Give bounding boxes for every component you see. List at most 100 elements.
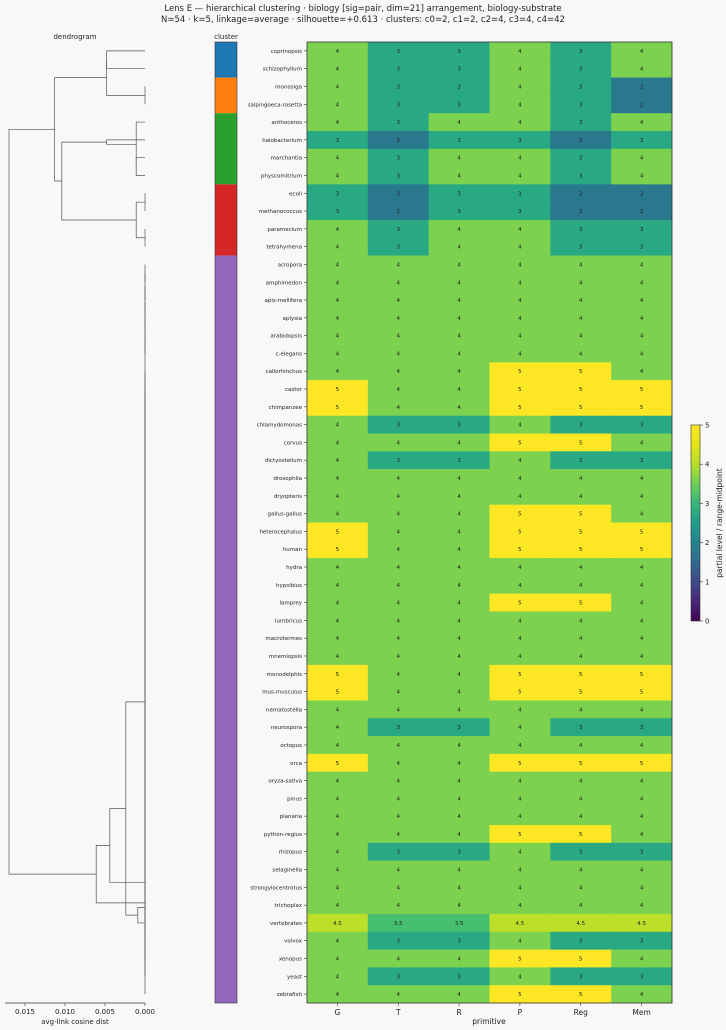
heatmap-cell <box>367 771 429 790</box>
heatmap-cell <box>367 77 429 96</box>
heatmap-cell <box>367 540 429 559</box>
cell-value-label: 4 <box>457 743 461 749</box>
cell-value-label: 5 <box>579 992 583 998</box>
row-label: mus-musculus <box>262 690 302 696</box>
row-label: hydra <box>286 565 302 571</box>
heatmap-cell <box>611 166 673 185</box>
heatmap-cell <box>611 931 673 950</box>
cell-value-label: 4 <box>457 601 461 607</box>
heatmap-cell <box>307 736 369 755</box>
cell-value-label: 5 <box>640 387 644 393</box>
cell-value-label: 3 <box>640 939 644 945</box>
heatmap-cell <box>307 415 369 434</box>
heatmap-cell <box>611 202 673 221</box>
heatmap-cell <box>611 967 673 986</box>
cell-value-label: 3 <box>336 138 340 144</box>
heatmap-cell <box>307 59 369 78</box>
cell-value-label: 4 <box>336 369 340 375</box>
heatmap-cell <box>489 130 551 150</box>
cell-value-label: 4 <box>579 654 583 660</box>
cell-value-label: 5 <box>579 405 583 411</box>
cell-value-label: 5 <box>518 832 522 838</box>
heatmap-cell <box>550 344 612 363</box>
cell-value-label: 5 <box>336 690 340 696</box>
heatmap-cell <box>611 42 673 61</box>
heatmap-cell <box>367 415 429 434</box>
cell-value-label: 4 <box>640 885 644 891</box>
heatmap-cell <box>367 860 429 879</box>
cell-value-label: 4 <box>579 868 583 874</box>
heatmap-cell <box>489 344 551 363</box>
cell-value-label: 5 <box>518 672 522 678</box>
cluster-band-c0 <box>215 42 237 78</box>
heatmap-cell <box>307 647 369 666</box>
cell-value-label: 4 <box>397 298 401 304</box>
row-label: zebrafish <box>277 992 303 998</box>
cell-value-label: 4 <box>397 440 401 446</box>
figure-subtitle: N=54 · k=5, linkage=average · silhouette… <box>161 15 565 25</box>
cell-value-label: 4 <box>397 672 401 678</box>
heatmap-cell <box>307 166 369 185</box>
heatmap-cell <box>611 789 673 808</box>
cell-value-label: 4 <box>397 885 401 891</box>
cell-value-label: 4 <box>397 262 401 268</box>
heatmap-cell <box>428 931 490 950</box>
heatmap-cell <box>611 219 673 239</box>
cell-value-label: 4.5 <box>516 921 525 927</box>
heatmap-cell <box>307 700 369 719</box>
cell-value-label: 4 <box>640 636 644 642</box>
heatmap-cell <box>428 326 490 345</box>
heatmap-cell <box>428 700 490 719</box>
cell-value-label: 5 <box>518 957 522 963</box>
cell-value-label: 4 <box>518 102 522 108</box>
cell-value-label: 4.5 <box>576 921 585 927</box>
cell-value-label: 2 <box>397 209 401 215</box>
cluster-strip-title: cluster <box>214 33 238 41</box>
cell-value-label: 4 <box>336 850 340 856</box>
heatmap-xlabel: primitive <box>472 1017 506 1026</box>
cell-value-label: 3 <box>397 423 401 429</box>
row-label: schizophyllum <box>263 67 302 73</box>
row-label: lamprey <box>279 601 302 607</box>
cell-value-label: 4 <box>397 369 401 375</box>
heatmap-cell <box>611 148 673 167</box>
cell-value-label: 5 <box>640 761 644 767</box>
heatmap-cell <box>611 130 673 150</box>
heatmap-cell <box>428 736 490 755</box>
heatmap-cell <box>611 860 673 879</box>
heatmap-cell <box>550 842 612 861</box>
heatmap-cell <box>428 558 490 577</box>
cell-value-label: 4 <box>336 423 340 429</box>
heatmap-cell <box>428 433 490 452</box>
cell-value-label: 4 <box>640 120 644 126</box>
cell-value-label: 4 <box>518 156 522 162</box>
cell-value-label: 4 <box>336 49 340 55</box>
cell-value-label: 3 <box>397 458 401 464</box>
cell-value-label: 4 <box>336 476 340 482</box>
cell-value-label: 4 <box>336 458 340 464</box>
cell-value-label: 4 <box>336 512 340 518</box>
cell-value-label: 4 <box>457 565 461 571</box>
heatmap-cell <box>428 362 490 381</box>
heatmap-cell <box>611 896 673 915</box>
row-label: chimpanzee <box>269 405 303 411</box>
heatmap-cell <box>367 344 429 363</box>
heatmap-cell <box>489 362 551 381</box>
heatmap-cell <box>489 273 551 292</box>
cell-value-label: 5 <box>518 405 522 411</box>
cell-value-label: 4 <box>640 440 644 446</box>
row-label: aplysia <box>283 316 302 322</box>
row-label: pinus <box>287 796 302 802</box>
heatmap-cell <box>307 771 369 790</box>
heatmap-cell <box>367 42 429 61</box>
row-label: dryopteris <box>274 494 302 500</box>
heatmap-cell <box>428 593 490 612</box>
cell-value-label: 4 <box>397 618 401 624</box>
cell-value-label: 4 <box>457 690 461 696</box>
cell-value-label: 3 <box>640 138 644 144</box>
heatmap-cell <box>367 807 429 826</box>
cell-value-label: 4 <box>457 583 461 589</box>
cell-value-label: 4 <box>397 707 401 713</box>
cell-value-label: 3 <box>457 423 461 429</box>
cell-value-label: 4 <box>518 743 522 749</box>
